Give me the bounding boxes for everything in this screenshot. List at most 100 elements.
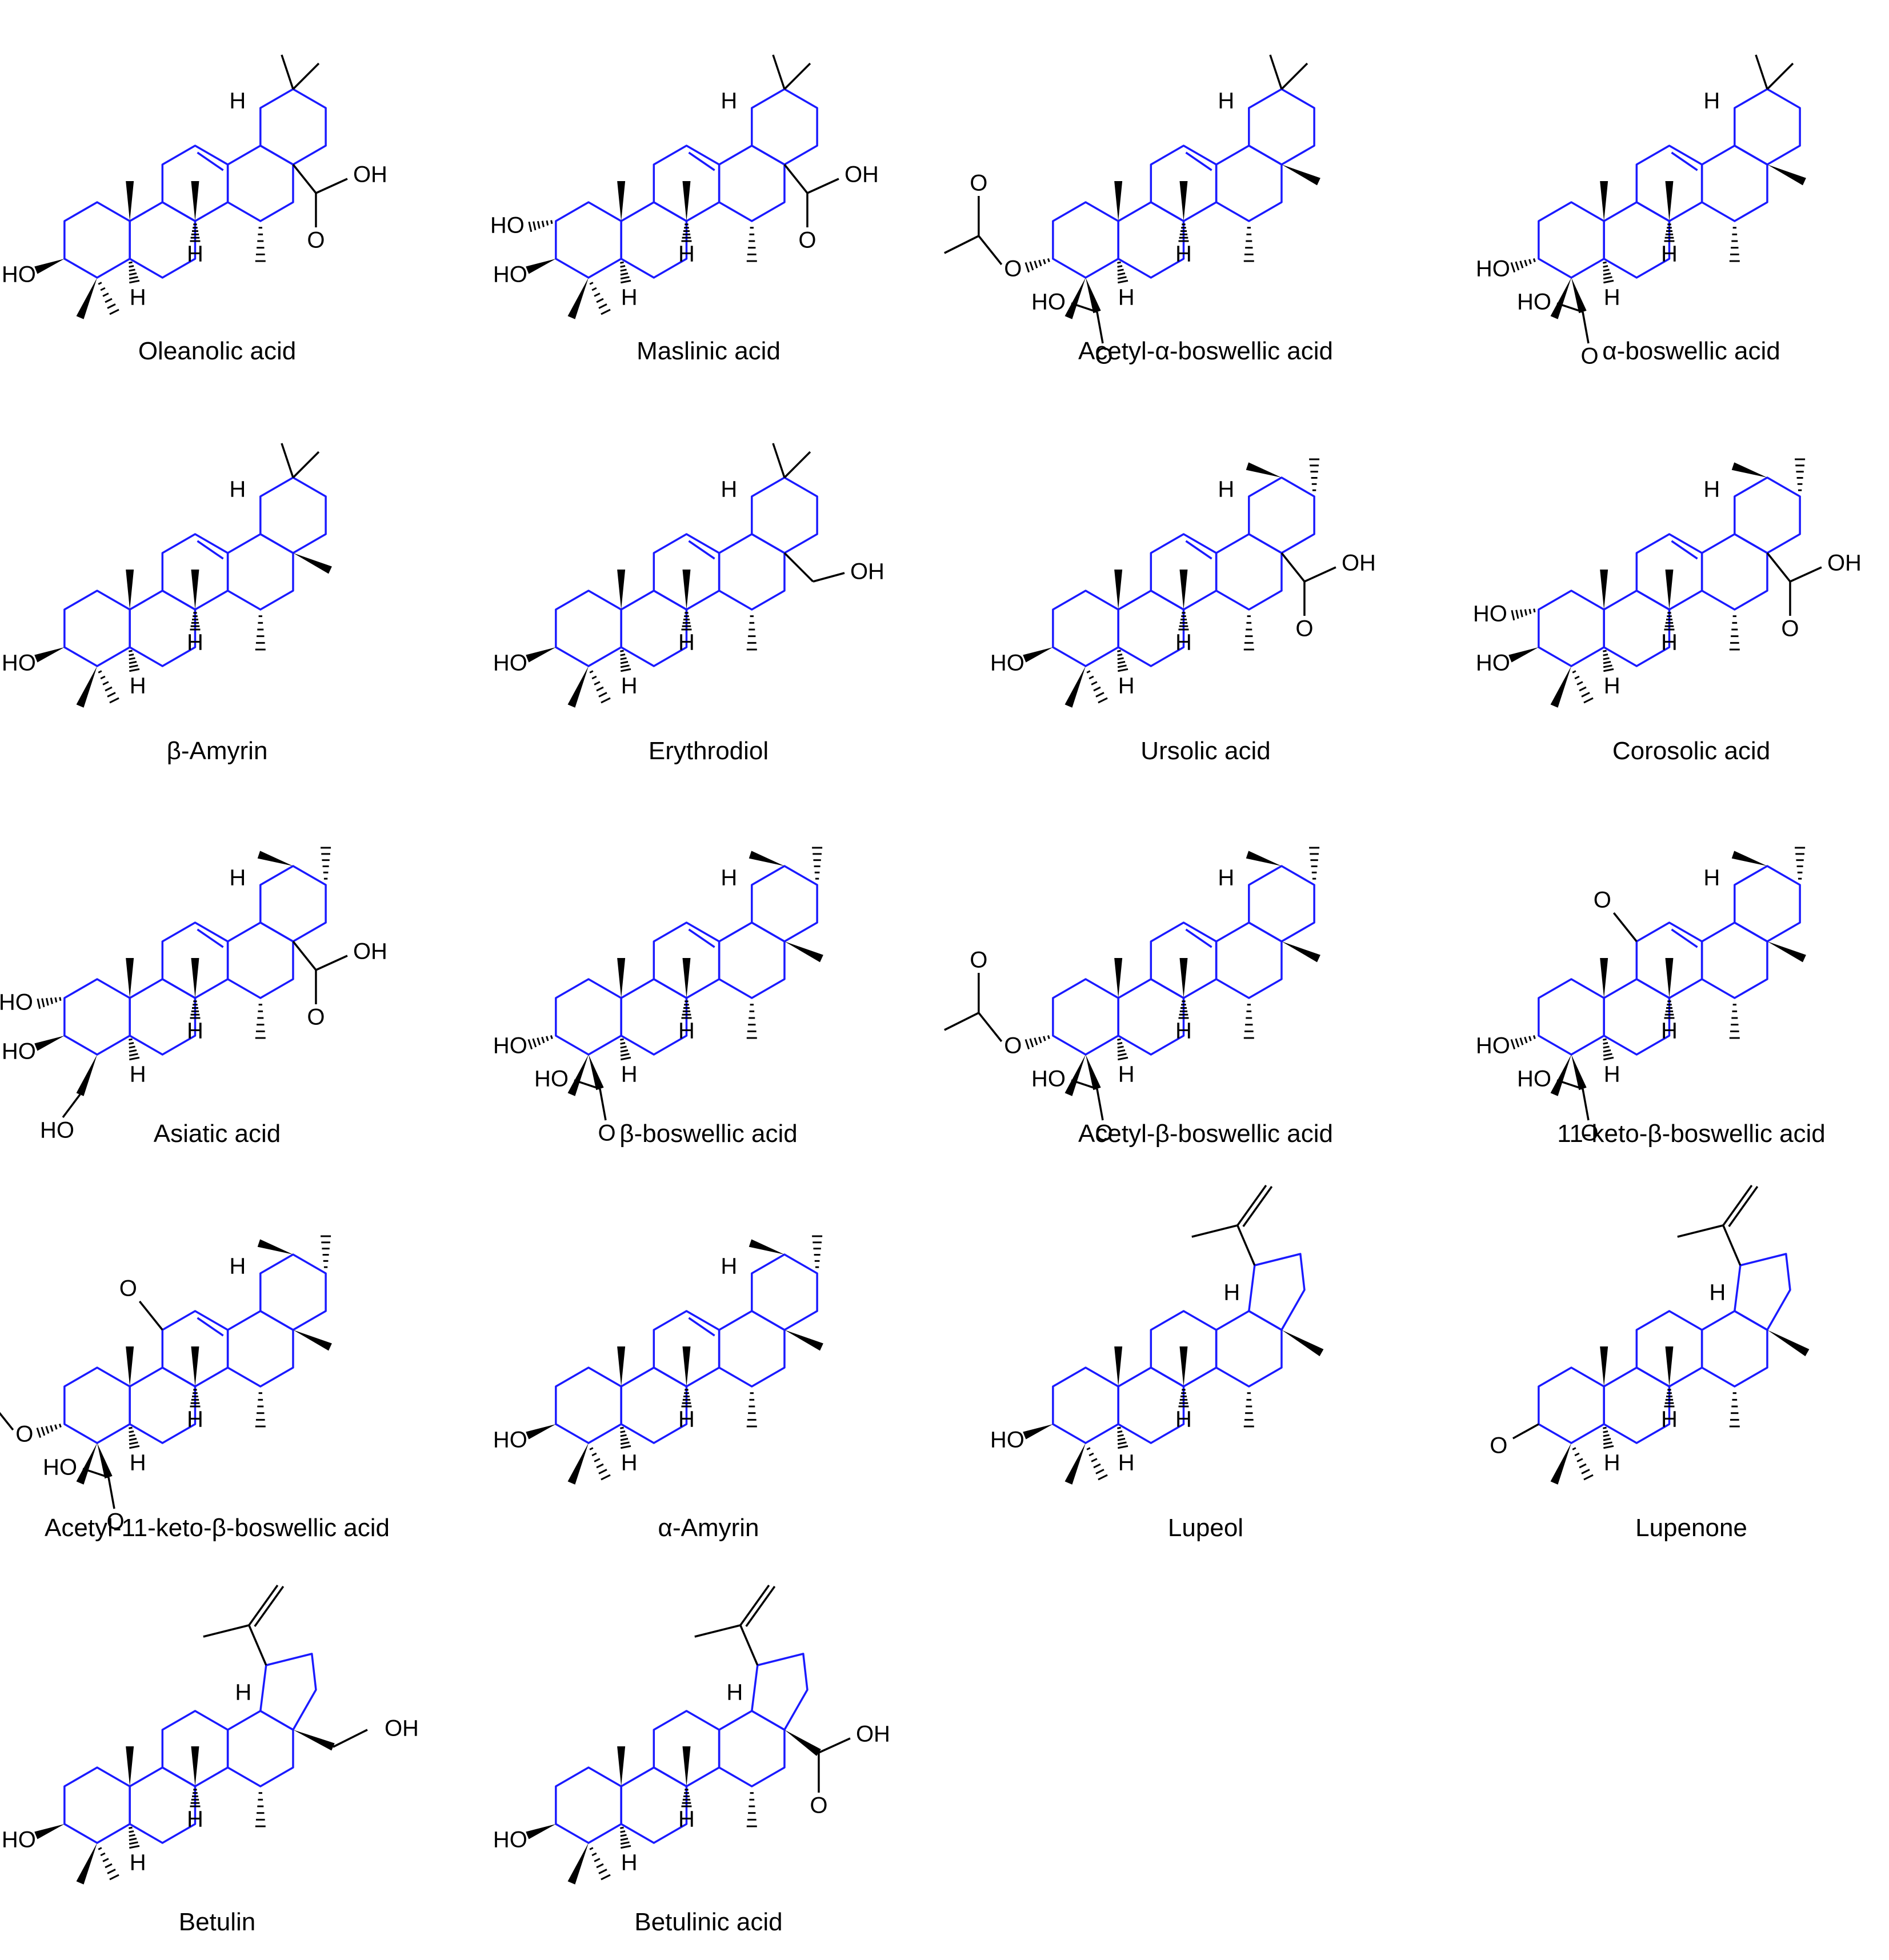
atom-label: O <box>307 228 325 253</box>
methyl-hashed <box>1309 847 1320 880</box>
atom-label: H <box>621 285 638 310</box>
atom-label: H <box>187 1019 203 1044</box>
atom-label: O <box>1004 256 1022 282</box>
methyl-wedge <box>1281 1330 1324 1357</box>
methyl-wedge <box>1665 181 1674 221</box>
double-bond <box>197 151 224 171</box>
methyl-wedge <box>1064 278 1086 319</box>
hydroxyl-wedge <box>34 1036 65 1051</box>
hydroxyl-hashed <box>528 220 553 233</box>
compound-name: Lupenone <box>1635 1514 1747 1542</box>
methyl-wedge <box>1114 181 1123 221</box>
methyl-wedge <box>1665 958 1674 998</box>
hashed-bond <box>1178 1000 1189 1019</box>
methyl-wedge <box>257 851 293 866</box>
compound-name: 11-keto-β-boswellic acid <box>1557 1120 1826 1148</box>
hashed-bond <box>1603 1038 1614 1061</box>
methyl-wedge <box>617 570 626 610</box>
methyl-hashed <box>1729 1004 1740 1039</box>
hashed-bond <box>1178 1389 1189 1408</box>
atom-label: HO <box>990 1428 1024 1453</box>
methyl-wedge <box>1600 958 1608 998</box>
atom-label: O <box>798 228 816 253</box>
double-bond <box>688 1317 715 1337</box>
atom-label: H <box>130 1850 146 1875</box>
atom-label: H <box>1175 1407 1192 1432</box>
compound-name: Maslinic acid <box>637 337 781 365</box>
structure-13: H H HO H <box>493 1235 823 1485</box>
atom-label: H <box>229 1254 246 1279</box>
methyl-wedge <box>126 570 134 610</box>
hashed-bond <box>1178 612 1189 631</box>
atom-label: H <box>678 242 695 267</box>
hashed-bond <box>1664 1000 1675 1019</box>
methyl-wedge <box>682 958 691 998</box>
hashed-bond <box>681 1000 692 1019</box>
methyl-hashed <box>589 1447 611 1481</box>
hydroxyl-wedge <box>1023 647 1053 663</box>
methyl-wedge <box>1114 570 1123 610</box>
atom-label: H <box>229 477 246 502</box>
atom-label: H <box>1223 1280 1240 1305</box>
atom-label: H <box>1118 674 1135 699</box>
methyl-hashed <box>255 1392 266 1428</box>
methyl-wedge <box>1064 666 1086 708</box>
atom-label: H <box>1604 674 1620 699</box>
isopropenyl-bond <box>739 1625 759 1666</box>
atom-label: HO <box>490 213 525 238</box>
hydroxyl-wedge <box>34 647 65 663</box>
methyl-hashed <box>746 1392 757 1428</box>
double-bond <box>1671 540 1698 560</box>
methyl-wedge <box>1550 1055 1571 1096</box>
atom-label: H <box>130 674 146 699</box>
atom-label: HO <box>1476 1033 1510 1059</box>
hydroxyl-hashed <box>1511 608 1536 621</box>
atom-label: HO <box>1031 1067 1066 1092</box>
atom-label: H <box>187 1407 203 1432</box>
carboxyl-wedge <box>1571 1055 1587 1091</box>
methyl-wedge <box>1550 278 1571 319</box>
atom-label: H <box>130 1450 146 1476</box>
methyl-wedge <box>682 570 691 610</box>
atom-label: H <box>1218 865 1234 891</box>
isopropenyl-bond <box>1236 1225 1256 1266</box>
methyl-wedge <box>1281 165 1320 186</box>
methyl-hashed <box>589 670 611 704</box>
atom-label: HO <box>493 262 527 287</box>
atom-label: H <box>678 1807 695 1832</box>
atom-label: H <box>1218 477 1234 502</box>
methyl-wedge <box>617 1746 626 1786</box>
atom-label: HO <box>1517 290 1551 315</box>
methyl-wedge <box>76 666 97 708</box>
atom-label: H <box>1661 630 1678 655</box>
atom-label: H <box>1703 477 1720 502</box>
methyl-wedge <box>1179 570 1188 610</box>
atom-label: H <box>1218 89 1234 114</box>
atom-label: O <box>106 1509 124 1534</box>
methyl-wedge <box>191 1746 199 1786</box>
double-bond <box>1185 928 1212 948</box>
structure-16: OH H H H HO <box>2 1584 419 1885</box>
atom-label: H <box>1661 1019 1678 1044</box>
double-bond <box>1671 151 1698 171</box>
atom-label: O <box>15 1422 33 1447</box>
hashed-bond <box>681 223 692 242</box>
atom-label: H <box>726 1680 743 1705</box>
methyl-wedge <box>567 666 589 708</box>
atom-label: H <box>235 1680 251 1705</box>
double-bond <box>197 540 224 560</box>
atom-label: OH <box>353 162 387 187</box>
methyl-hashed <box>1309 458 1320 491</box>
compound-name: α-Amyrin <box>658 1514 759 1542</box>
structure-9: H H HO HO O H <box>493 847 823 1146</box>
hydroxyl-wedge <box>1508 647 1539 663</box>
hashed-bond <box>190 1000 201 1019</box>
atom-label: H <box>721 89 737 114</box>
methyl-hashed <box>321 1235 331 1268</box>
methyl-wedge <box>567 278 589 319</box>
methyl-wedge <box>784 941 823 963</box>
methyl-hashed <box>98 282 119 315</box>
